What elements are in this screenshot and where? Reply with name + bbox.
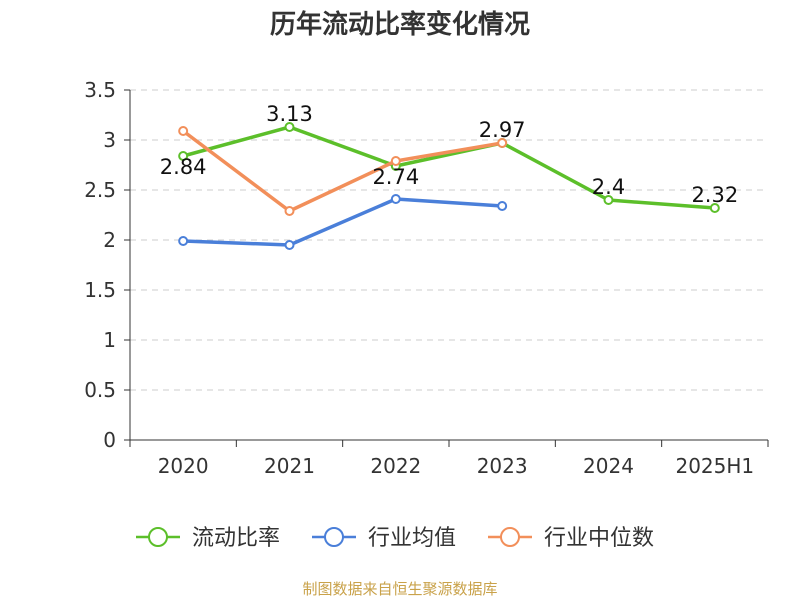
legend-label-1: 流动比率 [192,526,280,551]
data-point-3 [497,138,508,148]
legend-marker-2 [324,527,344,547]
data-point-2 [178,236,189,246]
data-point-1 [709,203,720,213]
x-tick-label: 2022 [370,454,421,478]
series-line-2 [183,197,503,247]
legend-label-3: 行业中位数 [544,526,654,551]
data-label: 3.13 [266,102,313,126]
x-tick-label: 2024 [583,454,634,478]
data-label: 2.4 [592,175,625,199]
data-point-3 [178,126,189,136]
data-label: 2.32 [691,183,738,207]
x-tick-label: 2021 [264,454,315,478]
legend-marker-3 [500,527,520,547]
data-point-2 [284,240,295,250]
y-tick-label: 0.5 [84,378,116,402]
series-line-1 [182,125,715,210]
x-tick-label: 2023 [477,454,528,478]
x-tick-label: 2025H1 [675,454,754,478]
data-point-1 [178,151,189,161]
series-line-3 [182,129,503,213]
data-label: 2.74 [372,165,419,189]
data-point-1 [284,122,295,132]
data-label: 2.97 [479,118,526,142]
x-tick-label: 2020 [158,454,209,478]
y-tick-label: 1 [103,328,116,352]
legend-marker-1 [148,527,168,547]
chart-title: 历年流动比率变化情况 [269,10,530,40]
data-point-2 [497,201,508,211]
data-point-3 [390,156,401,166]
y-tick-label: 2.5 [84,178,116,202]
data-point-2 [390,194,401,204]
y-tick-label: 3 [103,128,116,152]
data-point-3 [284,206,295,216]
data-label: 2.84 [160,155,207,179]
y-tick-label: 2 [103,228,116,252]
source-note: 制图数据来自恒生聚源数据库 [302,580,498,598]
y-tick-label: 0 [103,428,116,452]
legend-label-2: 行业均值 [368,526,456,551]
data-point-1 [603,195,614,205]
y-tick-label: 3.5 [84,78,116,102]
y-tick-label: 1.5 [84,278,116,302]
